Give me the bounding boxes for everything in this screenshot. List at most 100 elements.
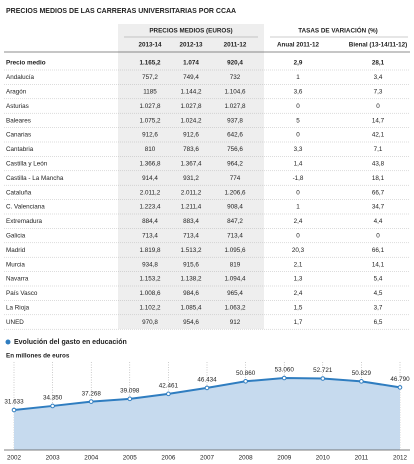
cell: 42,1 — [372, 132, 385, 139]
column-header: Bienal (13-14/11-12) — [349, 42, 407, 49]
cell: 2,9 — [294, 60, 303, 67]
point — [50, 403, 55, 409]
cell: 4,5 — [374, 290, 383, 297]
point — [88, 399, 94, 404]
row-label: Galicia — [6, 232, 26, 239]
row-label: País Vasco — [6, 290, 38, 297]
cell: 1.165,2 — [139, 60, 161, 67]
cell: 819 — [230, 261, 241, 268]
bullet — [5, 339, 11, 345]
cell: 783,6 — [183, 146, 199, 153]
cell: 0 — [296, 132, 300, 139]
cell: 915,6 — [183, 261, 199, 268]
cell: 937,8 — [227, 117, 243, 124]
data-label: 31.633 — [4, 399, 24, 406]
cell: 3,4 — [374, 74, 383, 81]
x-tick-label: 2006 — [161, 455, 176, 462]
cell: 934,8 — [142, 261, 158, 268]
cell: 1.063,2 — [224, 304, 246, 311]
cell: 964,2 — [227, 160, 243, 167]
cell: 66,7 — [372, 189, 385, 196]
point — [204, 385, 210, 391]
row-label: Canarias — [6, 132, 31, 139]
cell: 920,4 — [227, 60, 243, 67]
row-label: UNED — [6, 319, 24, 326]
cell: 713,4 — [227, 232, 243, 239]
cell: 4,4 — [374, 218, 383, 225]
cell: 1.513,2 — [180, 247, 202, 254]
row-label: Castilla y León — [6, 160, 48, 167]
cell: 14,1 — [372, 261, 385, 268]
point — [359, 379, 364, 384]
cell: 931,2 — [183, 175, 199, 182]
row-label: Andalucía — [6, 74, 35, 81]
data-label: 53.060 — [275, 367, 295, 374]
point — [397, 385, 403, 390]
row-label: Cataluña — [6, 189, 32, 196]
cell: 1.144,2 — [180, 88, 202, 95]
cell: 912,6 — [183, 132, 199, 139]
cell: 2,4 — [294, 290, 303, 297]
point — [166, 391, 171, 397]
cell: 1.085,4 — [180, 304, 202, 311]
cell: 1.102,2 — [139, 304, 161, 311]
row-label: Cantabria — [6, 146, 34, 153]
price-columns-shade — [118, 24, 264, 329]
x-tick-label: 2011 — [355, 455, 369, 462]
cell: 749,4 — [183, 74, 199, 81]
cell: 2.011,2 — [140, 189, 161, 196]
cell: 3,6 — [294, 88, 303, 95]
row-label: Precio medio — [6, 60, 46, 67]
cell: 1.027,8 — [224, 103, 246, 110]
cell: 713,4 — [183, 232, 199, 239]
row-label: Aragón — [6, 88, 27, 95]
cell: 954,6 — [183, 319, 199, 326]
x-tick-label: 2010 — [316, 455, 331, 462]
row-label: Baleares — [6, 117, 31, 124]
cell: 18,1 — [372, 175, 385, 182]
cell: 1,3 — [294, 276, 303, 283]
row-label: Castilla - La Mancha — [6, 175, 64, 182]
cell: 1.367,4 — [180, 160, 202, 167]
cell: 1.153,2 — [139, 276, 161, 283]
chart-title: Evolución del gasto en educación — [14, 339, 127, 346]
data-label: 50.860 — [236, 370, 256, 377]
cell: 0 — [376, 103, 380, 110]
row-label: La Rioja — [6, 304, 30, 311]
cell: 908,4 — [227, 204, 243, 211]
data-label: 42.461 — [159, 383, 179, 390]
table-title: PRECIOS MEDIOS DE LAS CARRERAS UNIVERSIT… — [6, 8, 236, 15]
cell: 1.027,8 — [180, 103, 202, 110]
cell: 1,4 — [294, 160, 303, 167]
row-label: Asturias — [6, 103, 29, 110]
cell: 0 — [296, 103, 300, 110]
cell: 0 — [296, 189, 300, 196]
cell: 1.211,4 — [181, 204, 202, 211]
x-tick-label: 2004 — [84, 455, 99, 462]
cell: 847,2 — [227, 218, 243, 225]
chart-subtitle: En millones de euros — [6, 353, 70, 360]
cell: 1.074 — [183, 60, 199, 67]
cell: 20,3 — [292, 247, 305, 254]
cell: 1.104,6 — [224, 88, 246, 95]
group-header: PRECIOS MEDIOS (EUROS) — [149, 28, 232, 35]
cell: 756,6 — [227, 146, 243, 153]
cell: 884,4 — [142, 218, 158, 225]
cell: 810 — [145, 146, 156, 153]
cell: 732 — [230, 74, 241, 81]
cell: 965,4 — [227, 290, 243, 297]
data-label: 39.098 — [120, 388, 140, 395]
cell: 1185 — [143, 88, 157, 95]
cell: 7,1 — [374, 146, 383, 153]
cell: 2,4 — [294, 218, 303, 225]
cell: 1.008,6 — [139, 290, 161, 297]
cell: 1.075,2 — [139, 117, 161, 124]
x-tick-label: 2007 — [200, 455, 215, 462]
cell: 14,7 — [372, 117, 385, 124]
data-label: 52.721 — [313, 367, 333, 374]
data-label: 34.350 — [43, 395, 63, 402]
column-header: 2012-13 — [179, 42, 203, 49]
cell: 774 — [230, 175, 241, 182]
cell: 713,4 — [142, 232, 158, 239]
